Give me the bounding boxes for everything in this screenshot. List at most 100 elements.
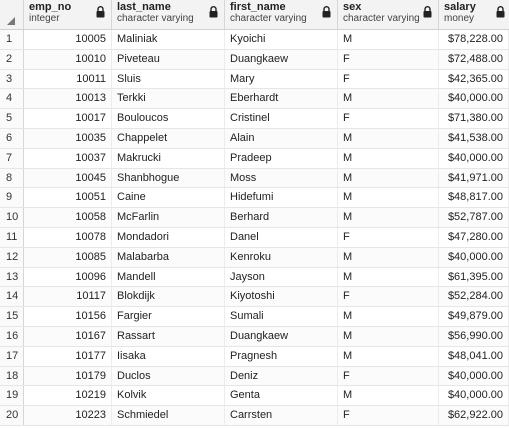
cell-last-name[interactable]: Caine xyxy=(112,188,225,208)
table-row[interactable]: 3 10011 Sluis Mary F $42,365.00 xyxy=(0,69,509,90)
cell-first-name[interactable]: Duangkaew xyxy=(225,326,338,346)
row-number[interactable]: 1 xyxy=(0,30,24,49)
cell-salary[interactable]: $40,000.00 xyxy=(439,386,509,406)
cell-salary[interactable]: $52,284.00 xyxy=(439,287,509,307)
cell-first-name[interactable]: Pradeep xyxy=(225,148,338,168)
cell-emp-no[interactable]: 10179 xyxy=(24,366,112,386)
cell-last-name[interactable]: Terkki xyxy=(112,89,225,109)
cell-first-name[interactable]: Kiyotoshi xyxy=(225,287,338,307)
cell-sex[interactable]: M xyxy=(338,326,439,346)
cell-last-name[interactable]: Mandell xyxy=(112,267,225,287)
row-number[interactable]: 7 xyxy=(0,148,24,168)
table-row[interactable]: 4 10013 Terkki Eberhardt M $40,000.00 xyxy=(0,89,509,110)
table-row[interactable]: 15 10156 Fargier Sumali M $49,879.00 xyxy=(0,307,509,327)
cell-last-name[interactable]: Maliniak xyxy=(112,30,225,49)
cell-salary[interactable]: $62,922.00 xyxy=(439,406,509,425)
cell-emp-no[interactable]: 10223 xyxy=(24,406,112,425)
cell-salary[interactable]: $41,538.00 xyxy=(439,128,509,148)
table-row[interactable]: 18 10179 Duclos Deniz F $40,000.00 xyxy=(0,366,509,387)
cell-emp-no[interactable]: 10117 xyxy=(24,287,112,307)
cell-sex[interactable]: F xyxy=(338,109,439,128)
table-row[interactable]: 9 10051 Caine Hidefumi M $48,817.00 xyxy=(0,188,509,209)
cell-first-name[interactable]: Carrsten xyxy=(225,406,338,425)
cell-emp-no[interactable]: 10078 xyxy=(24,227,112,247)
cell-last-name[interactable]: Bouloucos xyxy=(112,109,225,128)
table-row[interactable]: 8 10045 Shanbhogue Moss M $41,971.00 xyxy=(0,168,509,189)
cell-sex[interactable]: M xyxy=(338,208,439,227)
cell-last-name[interactable]: Fargier xyxy=(112,307,225,326)
cell-last-name[interactable]: Malabarba xyxy=(112,247,225,267)
cell-emp-no[interactable]: 10005 xyxy=(24,30,112,49)
cell-sex[interactable]: F xyxy=(338,227,439,247)
cell-last-name[interactable]: Makrucki xyxy=(112,148,225,168)
cell-last-name[interactable]: Duclos xyxy=(112,366,225,386)
table-row[interactable]: 6 10035 Chappelet Alain M $41,538.00 xyxy=(0,128,509,149)
column-header-emp-no[interactable]: emp_no integer xyxy=(24,0,112,29)
cell-last-name[interactable]: Mondadori xyxy=(112,227,225,247)
cell-first-name[interactable]: Moss xyxy=(225,168,338,188)
cell-salary[interactable]: $42,365.00 xyxy=(439,69,509,89)
cell-first-name[interactable]: Eberhardt xyxy=(225,89,338,109)
table-row[interactable]: 20 10223 Schmiedel Carrsten F $62,922.00 xyxy=(0,406,509,426)
cell-first-name[interactable]: Alain xyxy=(225,128,338,148)
table-row[interactable]: 19 10219 Kolvik Genta M $40,000.00 xyxy=(0,386,509,407)
cell-salary[interactable]: $71,380.00 xyxy=(439,109,509,128)
row-number[interactable]: 16 xyxy=(0,326,24,346)
cell-emp-no[interactable]: 10058 xyxy=(24,208,112,227)
cell-salary[interactable]: $48,041.00 xyxy=(439,346,509,366)
cell-last-name[interactable]: Kolvik xyxy=(112,386,225,406)
cell-last-name[interactable]: Iisaka xyxy=(112,346,225,366)
row-number-header[interactable] xyxy=(0,0,24,29)
column-header-first-name[interactable]: first_name character varying xyxy=(225,0,338,29)
row-number[interactable]: 4 xyxy=(0,89,24,109)
cell-first-name[interactable]: Kenroku xyxy=(225,247,338,267)
table-row[interactable]: 1 10005 Maliniak Kyoichi M $78,228.00 xyxy=(0,30,509,50)
row-number[interactable]: 20 xyxy=(0,406,24,425)
cell-sex[interactable]: M xyxy=(338,30,439,49)
cell-first-name[interactable]: Cristinel xyxy=(225,109,338,128)
row-number[interactable]: 5 xyxy=(0,109,24,128)
cell-sex[interactable]: F xyxy=(338,69,439,89)
cell-sex[interactable]: M xyxy=(338,168,439,188)
cell-sex[interactable]: M xyxy=(338,267,439,287)
cell-emp-no[interactable]: 10017 xyxy=(24,109,112,128)
table-row[interactable]: 5 10017 Bouloucos Cristinel F $71,380.00 xyxy=(0,109,509,129)
row-number[interactable]: 2 xyxy=(0,49,24,69)
cell-salary[interactable]: $78,228.00 xyxy=(439,30,509,49)
cell-emp-no[interactable]: 10051 xyxy=(24,188,112,208)
cell-first-name[interactable]: Deniz xyxy=(225,366,338,386)
cell-emp-no[interactable]: 10167 xyxy=(24,326,112,346)
row-number[interactable]: 12 xyxy=(0,247,24,267)
column-header-sex[interactable]: sex character varying xyxy=(338,0,439,29)
cell-last-name[interactable]: Piveteau xyxy=(112,49,225,69)
cell-last-name[interactable]: Schmiedel xyxy=(112,406,225,425)
cell-emp-no[interactable]: 10219 xyxy=(24,386,112,406)
cell-emp-no[interactable]: 10035 xyxy=(24,128,112,148)
cell-salary[interactable]: $48,817.00 xyxy=(439,188,509,208)
table-row[interactable]: 11 10078 Mondadori Danel F $47,280.00 xyxy=(0,227,509,248)
row-number[interactable]: 10 xyxy=(0,208,24,227)
row-number[interactable]: 11 xyxy=(0,227,24,247)
cell-last-name[interactable]: Blokdijk xyxy=(112,287,225,307)
table-row[interactable]: 10 10058 McFarlin Berhard M $52,787.00 xyxy=(0,208,509,228)
cell-first-name[interactable]: Danel xyxy=(225,227,338,247)
cell-emp-no[interactable]: 10096 xyxy=(24,267,112,287)
cell-emp-no[interactable]: 10037 xyxy=(24,148,112,168)
cell-last-name[interactable]: Rassart xyxy=(112,326,225,346)
row-number[interactable]: 9 xyxy=(0,188,24,208)
cell-salary[interactable]: $56,990.00 xyxy=(439,326,509,346)
cell-salary[interactable]: $40,000.00 xyxy=(439,366,509,386)
cell-sex[interactable]: F xyxy=(338,406,439,425)
cell-salary[interactable]: $61,395.00 xyxy=(439,267,509,287)
row-number[interactable]: 13 xyxy=(0,267,24,287)
cell-first-name[interactable]: Jayson xyxy=(225,267,338,287)
cell-salary[interactable]: $52,787.00 xyxy=(439,208,509,227)
column-header-last-name[interactable]: last_name character varying xyxy=(112,0,225,29)
cell-emp-no[interactable]: 10156 xyxy=(24,307,112,326)
row-number[interactable]: 18 xyxy=(0,366,24,386)
cell-sex[interactable]: M xyxy=(338,89,439,109)
cell-first-name[interactable]: Hidefumi xyxy=(225,188,338,208)
row-number[interactable]: 17 xyxy=(0,346,24,366)
cell-sex[interactable]: F xyxy=(338,49,439,69)
cell-last-name[interactable]: Chappelet xyxy=(112,128,225,148)
